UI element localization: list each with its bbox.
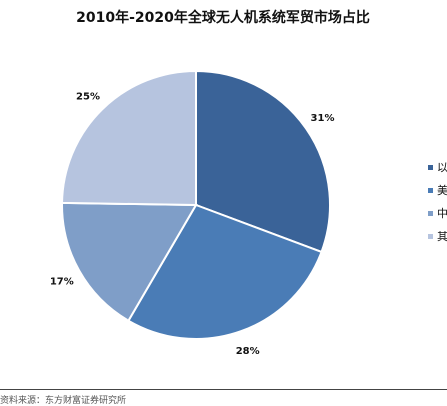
slice-labels: 31% 28% 17% 25%: [50, 91, 335, 357]
legend-label-a: 以: [437, 161, 447, 174]
chart-title: 2010年-2020年全球无人机系统军贸市场占比: [76, 9, 370, 26]
source-divider: [0, 389, 447, 390]
source-note: 资料来源：东方财富证券研究所: [0, 396, 127, 406]
pie-slices: [61, 69, 332, 340]
legend-label-b: 美: [437, 184, 447, 197]
pie-slice-c: [61, 201, 198, 323]
slice-label-b: 28%: [236, 346, 260, 357]
slice-label-c: 17%: [50, 277, 74, 288]
slice-label-a: 31%: [311, 113, 335, 124]
legend-swatch-a: [428, 165, 433, 170]
slice-label-d: 25%: [76, 91, 100, 102]
legend-swatch-c: [428, 211, 433, 216]
legend-label-d: 其: [437, 230, 447, 243]
legend-label-c: 中: [437, 207, 447, 220]
legend-swatch-b: [428, 188, 433, 193]
legend-swatch-d: [428, 234, 433, 239]
pie-slice-d: [61, 69, 197, 207]
pie-slice-a: [195, 69, 332, 254]
